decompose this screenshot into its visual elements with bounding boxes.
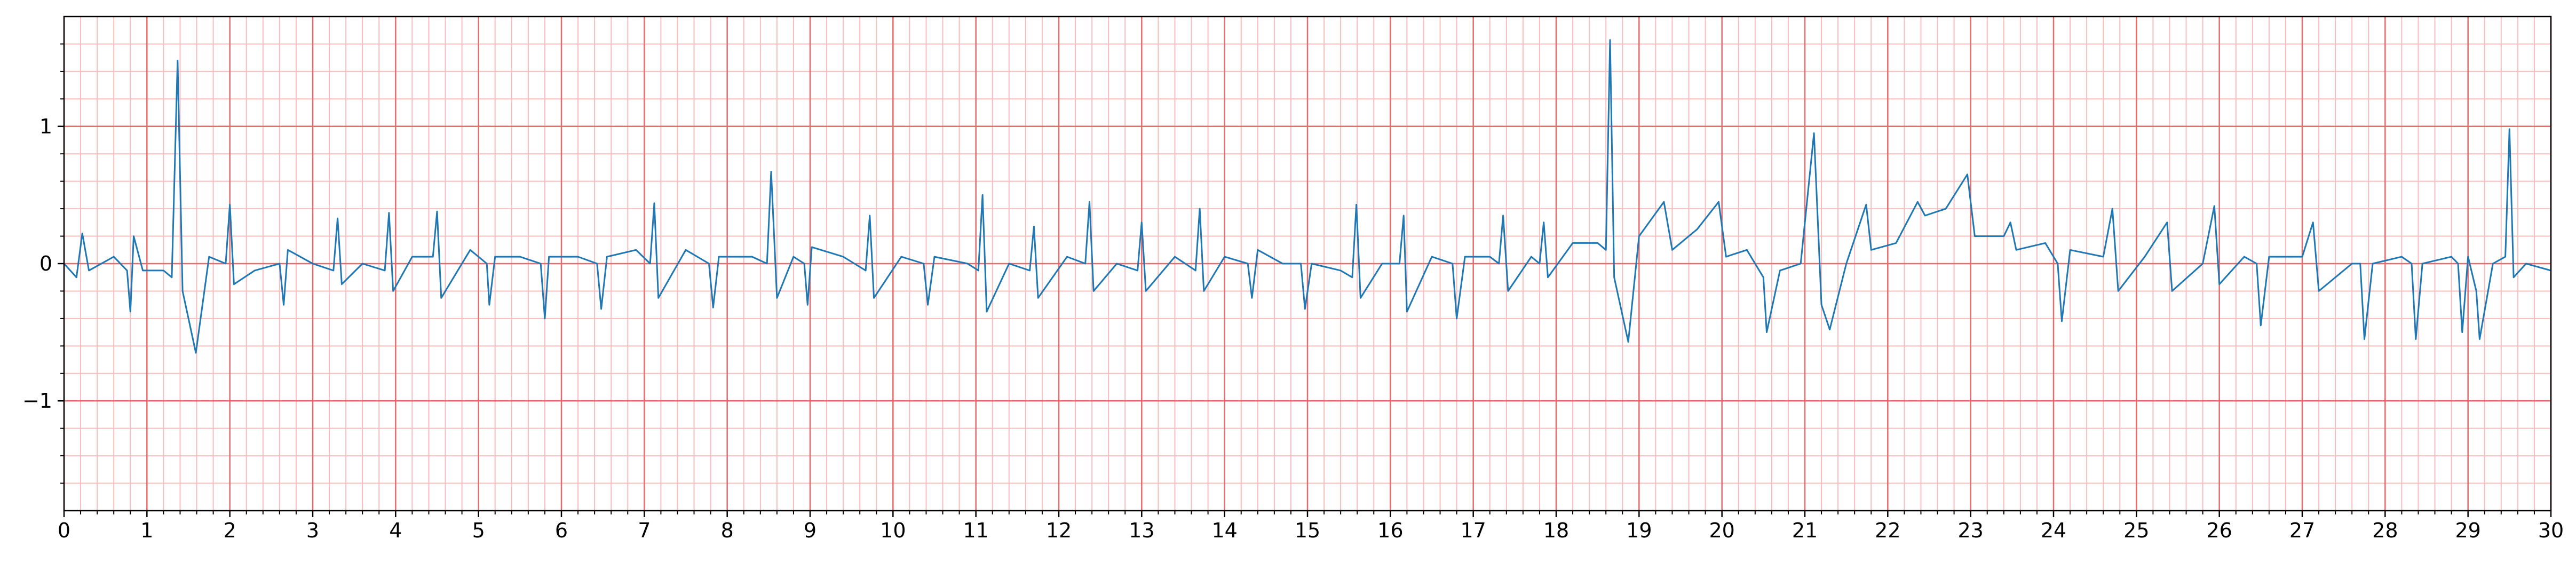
x-tick-label: 16 [1377,519,1403,542]
x-tick-label: 0 [58,519,70,542]
x-tick-label: 7 [638,519,651,542]
x-tick-label: 29 [2455,519,2480,542]
x-tick-label: 22 [1875,519,1900,542]
x-tick-label: 24 [2041,519,2066,542]
x-tick-label: 5 [472,519,485,542]
x-tick-label: 25 [2123,519,2149,542]
x-tick-label: 28 [2372,519,2398,542]
y-tick-label: 1 [39,115,52,138]
line-series [63,39,2551,354]
x-tick-label: 20 [1709,519,1734,542]
x-tick-label: 3 [306,519,319,542]
x-tick-label: 18 [1543,519,1569,542]
x-tick-label: 11 [963,519,988,542]
y-tick-label: 0 [39,252,52,275]
x-tick-label: 30 [2538,519,2564,542]
x-tick-label: 4 [389,519,402,542]
x-tick-label: 12 [1046,519,1072,542]
x-tick-label: 1 [140,519,153,542]
x-tick-label: 15 [1295,519,1320,542]
x-tick-label: 14 [1211,519,1237,542]
x-tick-label: 26 [2206,519,2232,542]
x-tick-label: 27 [2289,519,2315,542]
x-tick-label: 8 [721,519,734,542]
y-tick-label: −1 [22,389,52,413]
x-tick-label: 10 [880,519,906,542]
x-tick-label: 19 [1626,519,1652,542]
plot-frame [63,15,2552,512]
x-tick-label: 9 [804,519,817,542]
x-tick-label: 13 [1129,519,1154,542]
x-tick-label: 23 [1957,519,1983,542]
x-tick-label: 2 [224,519,236,542]
x-tick-label: 21 [1792,519,1818,542]
x-tick-label: 17 [1460,519,1486,542]
x-tick-label: 6 [555,519,568,542]
